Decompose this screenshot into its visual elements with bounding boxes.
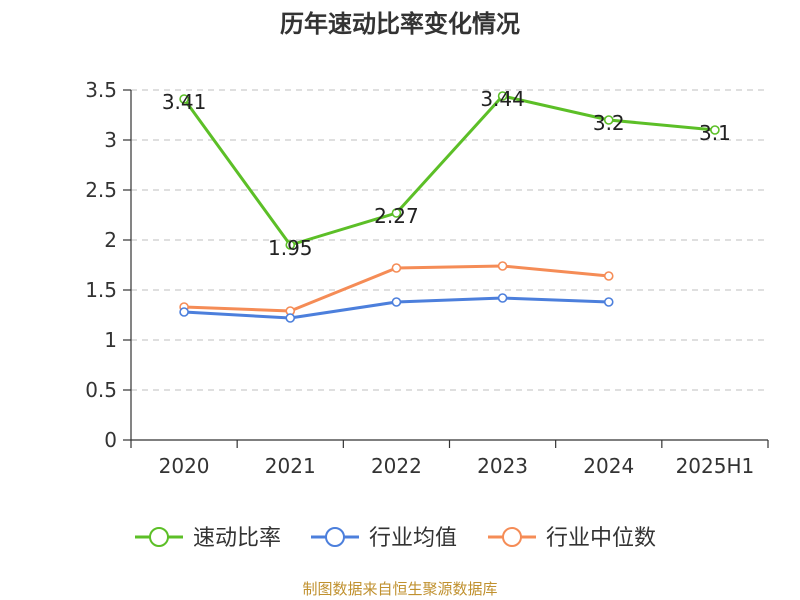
source-note: 制图数据来自恒生聚源数据库 [302,580,497,598]
y-tick-label: 0 [104,428,117,452]
data-label: 3.41 [162,90,207,114]
x-tick-label: 2023 [477,454,528,478]
x-tick-label: 2020 [159,454,210,478]
x-tick-label: 2025H1 [676,454,755,478]
data-point [285,240,296,250]
data-label: 3.1 [699,121,731,145]
y-tick-label: 3.5 [85,78,117,102]
y-tick-label: 2 [104,228,117,252]
legend-label: 行业均值 [369,526,457,551]
x-tick-label: 2022 [371,454,422,478]
legend-item[interactable]: 速动比率 [135,526,281,551]
legend-marker-icon [502,527,522,547]
data-point [391,208,402,218]
data-point [391,263,402,273]
data-point [603,115,614,125]
axes: 0 0.5 1 1.5 2 2.5 3 3.5 2020 2021 2022 2023 2024 2025… [85,78,769,478]
x-tick-label: 2024 [583,454,634,478]
data-point [285,313,296,323]
data-label: 3.2 [593,111,625,135]
legend-item[interactable]: 行业中位数 [488,526,656,551]
y-tick-label: 1.5 [85,278,117,302]
y-tick-label: 3 [104,128,117,152]
legend[interactable]: 速动比率 行业均值 行业中位数 [135,526,656,551]
y-tick-label: 1 [104,328,117,352]
data-point [179,94,189,104]
data-point [497,91,508,101]
data-label: 3.44 [480,87,525,111]
series-layer [179,91,720,323]
data-point [603,297,614,307]
legend-label: 行业中位数 [546,526,656,551]
x-tick-label: 2021 [265,454,316,478]
y-tick-label: 2.5 [85,178,117,202]
chart-title: 历年速动比率变化情况 [280,10,520,38]
data-labels: 3.41 1.95 2.27 3.44 3.2 3.1 [162,87,731,260]
data-point [179,307,189,317]
series-line [182,94,716,247]
data-point [497,261,508,271]
legend-marker-icon [149,527,169,547]
legend-label: 速动比率 [193,526,281,551]
data-label: 2.27 [374,204,419,228]
data-point [391,297,402,307]
data-point [710,125,720,135]
data-label: 1.95 [268,236,313,260]
data-point [603,271,614,281]
legend-item[interactable]: 行业均值 [311,526,457,551]
data-point [497,293,508,303]
y-tick-label: 0.5 [85,378,117,402]
legend-marker-icon [325,527,345,547]
grid-lines [131,89,768,391]
